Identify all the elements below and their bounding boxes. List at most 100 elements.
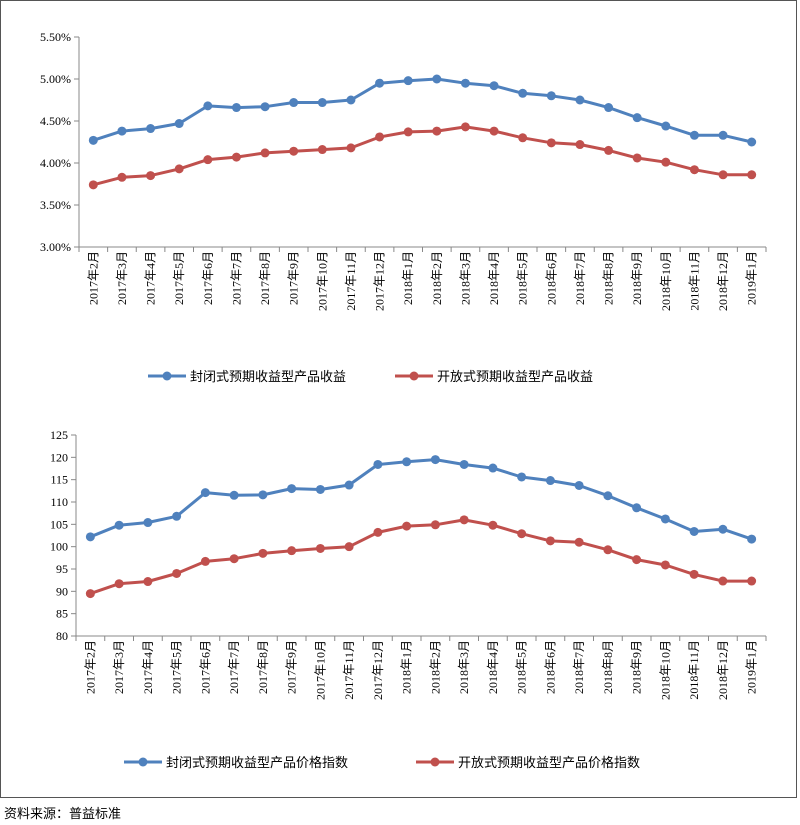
index-series-2-point [258,548,268,558]
yield-x-tick-label: 2017年3月 [115,251,129,305]
yield-series-1-point [88,135,98,145]
index-x-tick-label: 2018年3月 [457,640,471,694]
yield-series-2-point [518,133,528,143]
yield-series-1-point [489,81,499,91]
index-x-tick-label: 2017年7月 [227,640,241,694]
yield-x-tick-label: 2018年9月 [630,251,644,305]
index-x-tick-label: 2017年9月 [285,640,299,694]
index-x-tick-label: 2017年10月 [313,640,327,700]
index-series-1-point [287,484,297,494]
index-y-tick-label: 105 [50,517,68,531]
index-x-tick-label: 2018年9月 [630,640,644,694]
index-series-1-point [632,503,642,513]
yield-legend-1-marker [162,371,172,381]
index-series-1-point [172,511,182,521]
yield-series-1-point [689,130,699,140]
yield-legend-1-label: 封闭式预期收益型产品收益 [190,370,346,385]
yield-series-2-point [174,164,184,174]
index-series-1-line [89,458,753,541]
index-series-2-point [660,560,670,570]
index-series-2-line [89,518,752,596]
yield-series-2-point [689,165,699,175]
index-series-2-point [373,527,383,537]
index-x-tick-label: 2017年6月 [198,640,212,694]
yield-series-2-point [632,153,642,163]
index-series-1-point [689,526,699,536]
index-series-2-point [172,568,182,578]
index-legend-2-label: 开放式预期收益型产品价格指数 [458,755,640,771]
yield-series-2-point [546,138,556,148]
index-x-tick-label: 2018年7月 [572,640,586,694]
yield-series-2-point [88,180,98,190]
yield-x-tick-label: 2018年7月 [573,251,587,305]
index-x-tick-label: 2018年4月 [486,640,500,694]
yield-series-1-point [346,95,356,105]
index-series-2-point [545,536,555,546]
index-x-tick-label: 2019年1月 [745,640,759,694]
yield-series-2-point [460,122,470,132]
index-series-1-point [200,488,210,498]
index-x-tick-label: 2017年2月 [83,640,97,694]
index-series-2-point [689,569,699,579]
index-y-tick-label: 115 [50,473,68,487]
yield-series-1-point [632,113,642,123]
index-series-2-point [229,554,239,564]
yield-series-2-point [604,145,614,155]
index-x-tick-label: 2018年1月 [400,640,414,694]
index-x-tick-label: 2017年12月 [371,640,385,700]
yield-x-tick-label: 2017年5月 [172,251,186,305]
index-series-1-point [574,480,584,490]
yield-series-2-point [289,146,299,156]
yield-series-1-point [289,98,299,108]
index-y-tick-label: 120 [50,450,68,464]
index-x-tick-label: 2017年5月 [170,640,184,694]
yield-series-2-point [718,170,728,180]
index-legend-1-label: 封闭式预期收益型产品价格指数 [166,755,348,771]
yield-series-2-point [489,126,499,136]
yield-x-tick-label: 2019年1月 [745,251,759,305]
index-series-1-point [430,455,440,465]
yield-x-tick-label: 2017年2月 [86,251,100,305]
index-legend-2-marker [430,757,440,767]
yield-series-2-point [117,172,127,182]
index-series-1-point [344,480,354,490]
index-series-1-point [459,459,469,469]
index-series-1-point [315,484,325,494]
yield-series-1-point [518,88,528,98]
index-series-1-point [660,514,670,524]
yield-x-tick-label: 2017年8月 [258,251,272,305]
index-x-tick-label: 2018年5月 [515,640,529,694]
yield-x-tick-label: 2018年11月 [687,251,701,311]
index-series-2-point [402,521,412,531]
yield-series-1-point [575,95,585,105]
index-x-tick-label: 2017年11月 [342,640,356,700]
index-x-tick-label: 2017年4月 [141,640,155,694]
yield-series-2-point [403,127,413,137]
index-series-2-point [114,579,124,589]
yield-series-2-point [375,132,385,142]
index-y-tick-label: 95 [56,562,68,576]
yield-series-1-line [92,77,753,144]
yield-x-tick-label: 2017年6月 [201,251,215,305]
figure-frame [0,0,797,798]
yield-series-1-point [231,103,241,113]
yield-y-tick-label: 4.00% [40,156,71,170]
index-series-2-point [287,546,297,556]
yield-y-tick-label: 5.50% [40,30,71,44]
yield-series-1-point [747,137,757,147]
yield-x-tick-label: 2018年3月 [458,251,472,305]
yield-x-tick-label: 2018年12月 [716,251,730,311]
index-series-2-point [143,577,153,587]
yield-series-2-point [260,148,270,158]
yield-series-2-point [575,140,585,150]
index-x-tick-label: 2018年10月 [658,640,672,700]
index-y-tick-label: 90 [56,584,68,598]
index-y-tick-label: 100 [50,540,68,554]
index-y-tick-label: 80 [56,629,68,643]
yield-x-tick-label: 2018年4月 [487,251,501,305]
yield-series-2-point [317,145,327,155]
yield-series-2-point [231,152,241,162]
yield-series-1-point [460,78,470,88]
index-series-2-point [747,576,757,586]
index-series-2-point [85,589,95,599]
